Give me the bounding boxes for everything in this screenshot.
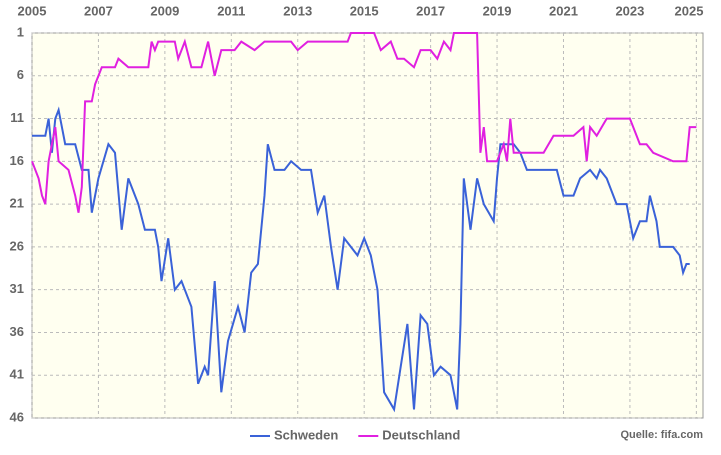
line-series bbox=[32, 106, 690, 413]
y-tick-label: 26 bbox=[10, 238, 24, 253]
y-tick-label: 6 bbox=[17, 67, 24, 82]
legend-label: Schweden bbox=[274, 427, 338, 442]
y-tick-label: 11 bbox=[10, 110, 24, 125]
y-tick-label: 41 bbox=[10, 367, 24, 382]
line-series bbox=[31, 32, 697, 213]
x-tick-label: 2013 bbox=[283, 3, 312, 18]
y-tick-label: 31 bbox=[10, 281, 24, 296]
x-tick-label: 2021 bbox=[549, 3, 578, 18]
x-tick-label: 2009 bbox=[150, 3, 179, 18]
x-tick-label: 2019 bbox=[483, 3, 512, 18]
y-tick-label: 16 bbox=[10, 153, 24, 168]
y-tick-label: 21 bbox=[10, 196, 24, 211]
x-tick-label: 2017 bbox=[416, 3, 445, 18]
legend-label: Deutschland bbox=[382, 427, 460, 442]
source: Quelle: fifa.com bbox=[620, 429, 703, 441]
plot-area bbox=[31, 32, 704, 419]
x-tick-label: 2015 bbox=[350, 3, 379, 18]
x-tick-label: 2005 bbox=[18, 3, 47, 18]
x-tick-label: 2007 bbox=[84, 3, 113, 18]
x-tick-label: 2011 bbox=[217, 3, 245, 18]
y-tick-label: 36 bbox=[10, 324, 24, 339]
y-tick-label: 1 bbox=[17, 24, 24, 39]
x-tick-label: 2023 bbox=[615, 3, 644, 18]
y-tick-label: 46 bbox=[10, 409, 24, 424]
x-tick-label: 2025 bbox=[675, 3, 704, 18]
